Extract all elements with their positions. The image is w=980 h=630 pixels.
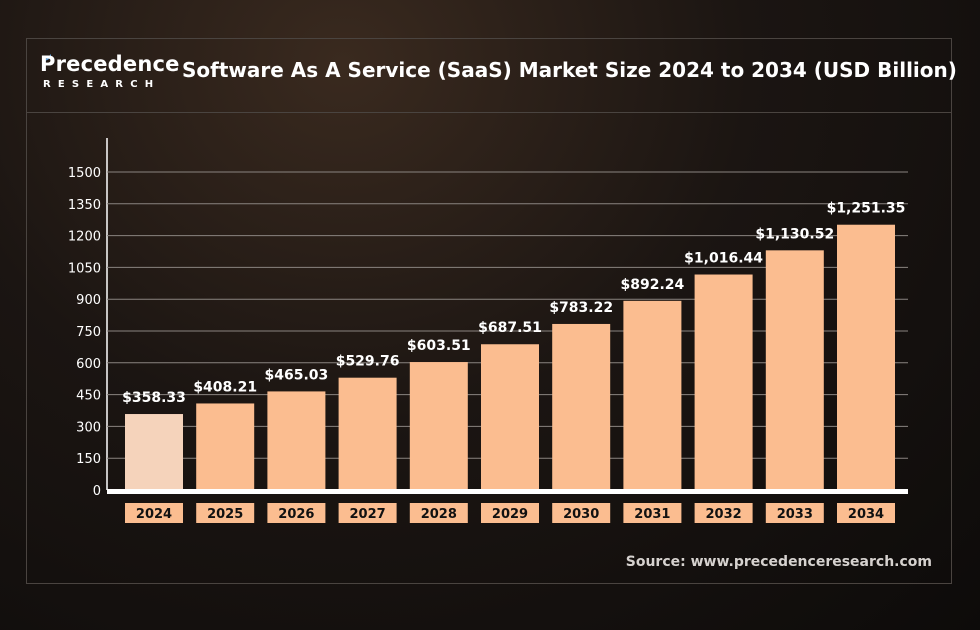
- category-box: [623, 503, 682, 523]
- category-box: [409, 503, 468, 523]
- bar: [837, 224, 895, 490]
- logo-name: Precedence: [40, 52, 180, 76]
- category-box: [552, 503, 611, 523]
- bar: [623, 300, 682, 490]
- category-box: [765, 503, 824, 523]
- bar: [267, 391, 326, 490]
- category-box: [338, 503, 397, 523]
- category-box: [481, 503, 539, 523]
- x-tick-label: 2031: [634, 507, 670, 522]
- category-box: [196, 503, 255, 523]
- bar-value-label: $1,016.44: [684, 251, 763, 267]
- x-tick-label: 2034: [848, 507, 884, 522]
- chart-title: Software As A Service (SaaS) Market Size…: [182, 58, 957, 82]
- logo-mark-icon: [43, 54, 51, 62]
- x-tick-label: 2026: [278, 507, 314, 522]
- y-tick-label: 1200: [68, 230, 101, 245]
- x-tick-label: 2024: [136, 507, 172, 522]
- y-tick-label: 1050: [68, 261, 101, 276]
- bar: [125, 414, 183, 490]
- y-tick-label: 450: [76, 389, 101, 404]
- source-text: Source: www.precedenceresearch.com: [625, 554, 932, 570]
- header-divider: [26, 112, 952, 113]
- bar-value-label: $1,130.52: [755, 226, 834, 242]
- bar-value-label: $529.76: [336, 354, 400, 370]
- y-tick-label: 300: [76, 420, 101, 435]
- bar: [765, 250, 824, 490]
- y-tick-label: 600: [76, 357, 101, 372]
- bar: [196, 403, 255, 490]
- bar: [481, 344, 539, 490]
- category-box: [694, 503, 753, 523]
- logo-subtitle: RESEARCH: [43, 79, 161, 90]
- y-tick-label: 0: [93, 484, 101, 499]
- x-tick-label: 2030: [563, 507, 599, 522]
- y-tick-label: 900: [76, 293, 101, 308]
- x-tick-label: 2027: [350, 507, 386, 522]
- bar: [338, 377, 397, 490]
- y-tick-label: 750: [76, 325, 101, 340]
- x-axis: [107, 489, 908, 494]
- bar-value-label: $408.21: [193, 379, 257, 395]
- y-tick-label: 1500: [68, 166, 101, 181]
- category-box: [837, 503, 895, 523]
- bar-value-label: $465.03: [265, 367, 329, 383]
- bar: [552, 323, 611, 490]
- category-box: [267, 503, 326, 523]
- category-box: [125, 503, 183, 523]
- bar-value-label: $892.24: [621, 277, 685, 293]
- bar-value-label: $1,251.35: [827, 201, 906, 217]
- x-tick-label: 2032: [706, 507, 742, 522]
- bar-value-label: $358.33: [122, 390, 186, 406]
- precedence-logo: Precedence RESEARCH: [40, 52, 179, 96]
- x-tick-label: 2025: [207, 507, 243, 522]
- x-tick-label: 2033: [777, 507, 813, 522]
- bar: [409, 362, 468, 490]
- bar-value-label: $783.22: [549, 300, 613, 316]
- bar-value-label: $687.51: [478, 320, 542, 336]
- bar: [694, 274, 753, 490]
- bar-value-label: $603.51: [407, 338, 471, 354]
- y-tick-label: 1350: [68, 198, 101, 213]
- y-tick-label: 150: [76, 452, 101, 467]
- x-tick-label: 2028: [421, 507, 457, 522]
- chart-frame: [26, 38, 952, 584]
- x-tick-label: 2029: [492, 507, 528, 522]
